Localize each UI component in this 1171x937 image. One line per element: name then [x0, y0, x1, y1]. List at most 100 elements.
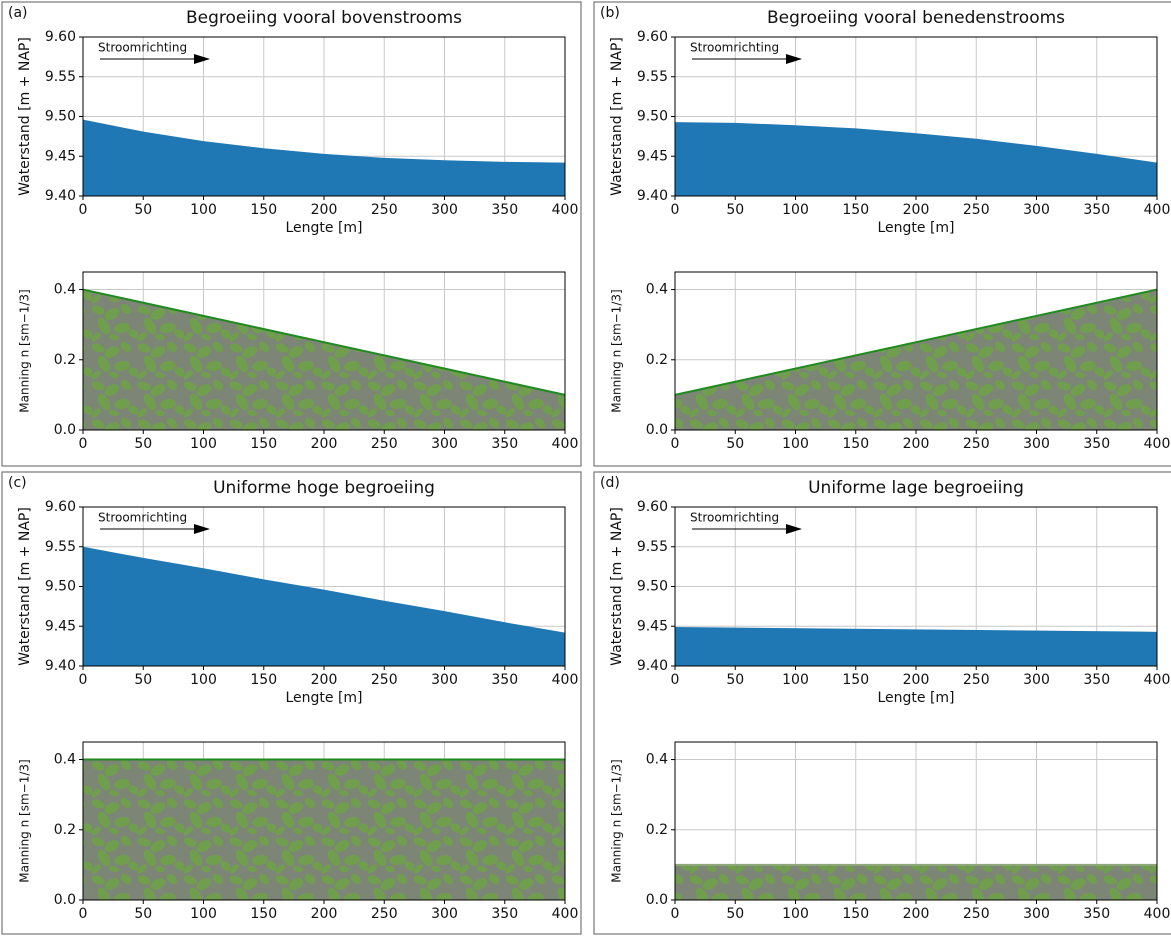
annotation: Stroomrichting: [98, 41, 187, 55]
annotation: Stroomrichting: [98, 511, 187, 525]
area: [83, 546, 565, 666]
x-tick-label: 150: [250, 906, 277, 922]
arrow-head: [786, 524, 802, 534]
chart-title: Begroeiing vooral bovenstrooms: [186, 8, 462, 28]
area: [675, 289, 1157, 430]
x-tick-label: 300: [1023, 436, 1050, 452]
x-tick-label: 100: [190, 202, 217, 218]
x-tick-label: 300: [431, 202, 458, 218]
y-tick-label: 9.45: [637, 148, 668, 164]
x-tick-label: 50: [726, 202, 744, 218]
x-tick-label: 150: [842, 672, 869, 688]
y-tick-label: 9.50: [45, 109, 76, 125]
panel-label: (d): [600, 475, 620, 491]
y-tick-label: 0.0: [54, 422, 76, 438]
x-axis-label: Lengte [m]: [877, 220, 954, 236]
y-tick-label: 9.50: [45, 579, 76, 595]
y-tick-label: 9.55: [45, 69, 76, 85]
x-tick-label: 250: [371, 906, 398, 922]
y-tick-label: 9.40: [637, 658, 668, 674]
x-tick-label: 400: [552, 906, 579, 922]
x-tick-label: 400: [552, 202, 579, 218]
x-tick-label: 200: [903, 906, 930, 922]
x-tick-label: 50: [134, 436, 152, 452]
y-axis-label: Manning n [sm−1/3]: [610, 289, 624, 412]
panel-border: [593, 471, 1171, 935]
x-tick-label: 250: [963, 906, 990, 922]
x-tick-label: 50: [726, 906, 744, 922]
x-tick-label: 200: [903, 672, 930, 688]
y-tick-label: 0.2: [54, 822, 76, 838]
x-tick-label: 250: [371, 672, 398, 688]
y-tick-label: 0.4: [54, 282, 76, 298]
x-axis-label: Lengte [m]: [877, 690, 954, 706]
y-tick-label: 9.50: [637, 109, 668, 125]
x-tick-label: 50: [134, 202, 152, 218]
panel-border: [1, 471, 582, 935]
area: [83, 759, 565, 900]
x-tick-label: 0: [79, 436, 88, 452]
x-tick-label: 150: [842, 202, 869, 218]
y-tick-label: 9.60: [45, 29, 76, 45]
x-tick-label: 350: [1083, 672, 1110, 688]
area: [83, 289, 565, 430]
y-axis-label: Waterstand [m + NAP]: [609, 37, 625, 196]
y-axis-label: Waterstand [m + NAP]: [17, 507, 33, 666]
y-tick-label: 9.60: [637, 499, 668, 515]
area: [675, 122, 1157, 196]
x-tick-label: 100: [782, 436, 809, 452]
y-tick-label: 9.60: [45, 499, 76, 515]
x-tick-label: 0: [671, 436, 680, 452]
y-tick-label: 0.0: [646, 422, 668, 438]
x-tick-label: 300: [1023, 906, 1050, 922]
panel-border: [1, 1, 582, 467]
y-axis-label: Manning n [sm−1/3]: [18, 759, 32, 882]
chart-title: Begroeiing vooral benedenstrooms: [767, 8, 1065, 28]
annotation: Stroomrichting: [690, 41, 779, 55]
x-tick-label: 100: [782, 672, 809, 688]
y-tick-label: 0.4: [54, 752, 76, 768]
x-tick-label: 0: [79, 672, 88, 688]
x-tick-label: 100: [190, 906, 217, 922]
y-tick-label: 0.4: [646, 282, 668, 298]
x-tick-label: 0: [671, 906, 680, 922]
x-tick-label: 300: [431, 906, 458, 922]
area: [83, 119, 565, 196]
panel-border: [593, 1, 1171, 467]
area: [675, 864, 1157, 900]
y-tick-label: 9.55: [637, 69, 668, 85]
y-axis-label: Waterstand [m + NAP]: [17, 37, 33, 196]
x-tick-label: 50: [134, 906, 152, 922]
x-tick-label: 0: [671, 672, 680, 688]
x-tick-label: 250: [963, 436, 990, 452]
x-tick-label: 250: [371, 436, 398, 452]
y-axis-label: Waterstand [m + NAP]: [609, 507, 625, 666]
y-tick-label: 0.2: [646, 822, 668, 838]
y-tick-label: 0.0: [54, 892, 76, 908]
chart-title: Uniforme lage begroeiing: [808, 478, 1024, 498]
x-tick-label: 150: [842, 436, 869, 452]
x-tick-label: 400: [1144, 436, 1171, 452]
x-tick-label: 200: [311, 906, 338, 922]
panel-label: (b): [600, 5, 620, 21]
y-axis-label: Manning n [sm−1/3]: [610, 759, 624, 882]
x-tick-label: 400: [1144, 906, 1171, 922]
x-tick-label: 50: [726, 672, 744, 688]
x-tick-label: 200: [311, 202, 338, 218]
x-tick-label: 250: [963, 672, 990, 688]
y-tick-label: 9.40: [45, 658, 76, 674]
y-tick-label: 9.45: [45, 148, 76, 164]
x-tick-label: 350: [1083, 906, 1110, 922]
x-tick-label: 0: [79, 202, 88, 218]
y-tick-label: 9.55: [45, 539, 76, 555]
x-tick-label: 400: [1144, 202, 1171, 218]
x-tick-label: 200: [311, 436, 338, 452]
x-tick-label: 350: [1083, 202, 1110, 218]
y-axis-label: Manning n [sm−1/3]: [18, 289, 32, 412]
y-tick-label: 9.50: [637, 579, 668, 595]
y-tick-label: 0.2: [54, 352, 76, 368]
x-tick-label: 200: [311, 672, 338, 688]
x-tick-label: 100: [782, 906, 809, 922]
x-tick-label: 350: [491, 436, 518, 452]
x-tick-label: 150: [250, 672, 277, 688]
